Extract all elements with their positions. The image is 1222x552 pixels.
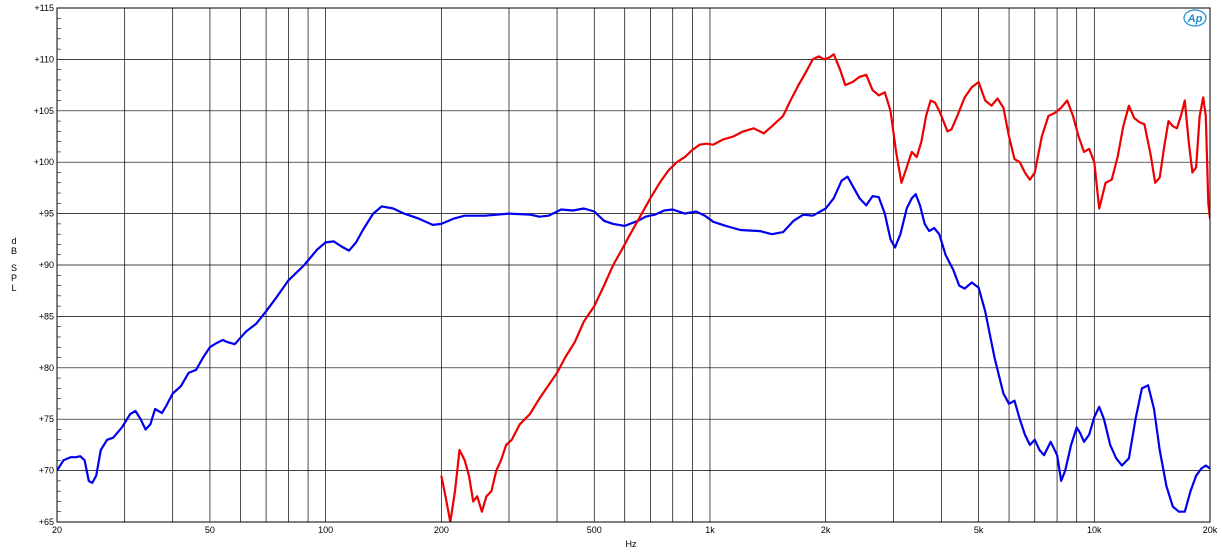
y-tick-label: +75 [39,414,54,424]
y-tick-label: +105 [34,106,54,116]
plot-frame [56,7,1211,523]
x-tick-label: 5k [974,525,984,535]
y-tick-label: +90 [39,260,54,270]
x-tick-label: 2k [821,525,831,535]
x-tick-label: 10k [1087,525,1102,535]
y-tick-label: +85 [39,311,54,321]
major-grid [57,8,1210,522]
ap-logo-text: Ap [1187,13,1203,25]
y-tick-label: +65 [39,517,54,527]
series-line-2 [440,53,1210,522]
y-tick-label: +80 [39,363,54,373]
y-tick-label: +110 [34,54,54,64]
series-line-1 [57,175,1210,513]
x-axis-label: Hz [626,539,637,549]
minor-grid [57,17,61,513]
y-tick-label: +100 [34,157,54,167]
x-tick-label: 50 [205,525,215,535]
ap-logo-icon: Ap [1183,9,1207,27]
x-tick-label: 200 [434,525,449,535]
x-axis-ticks: 20 50 100 200 500 1k 2k 5k 10k 20k [52,525,1218,535]
y-tick-label: +115 [34,3,54,13]
x-tick-label: 20k [1203,525,1218,535]
y-tick-label: +70 [39,466,54,476]
x-tick-label: 100 [318,525,333,535]
series-layer [57,53,1210,522]
x-tick-label: 1k [705,525,715,535]
y-tick-label: +95 [39,209,54,219]
y-axis-ticks: +65 +70 +75 +80 +85 +90 +95 +100 +105 +110 +115 [34,3,54,527]
x-tick-label: 20 [52,525,62,535]
x-tick-label: 500 [587,525,602,535]
